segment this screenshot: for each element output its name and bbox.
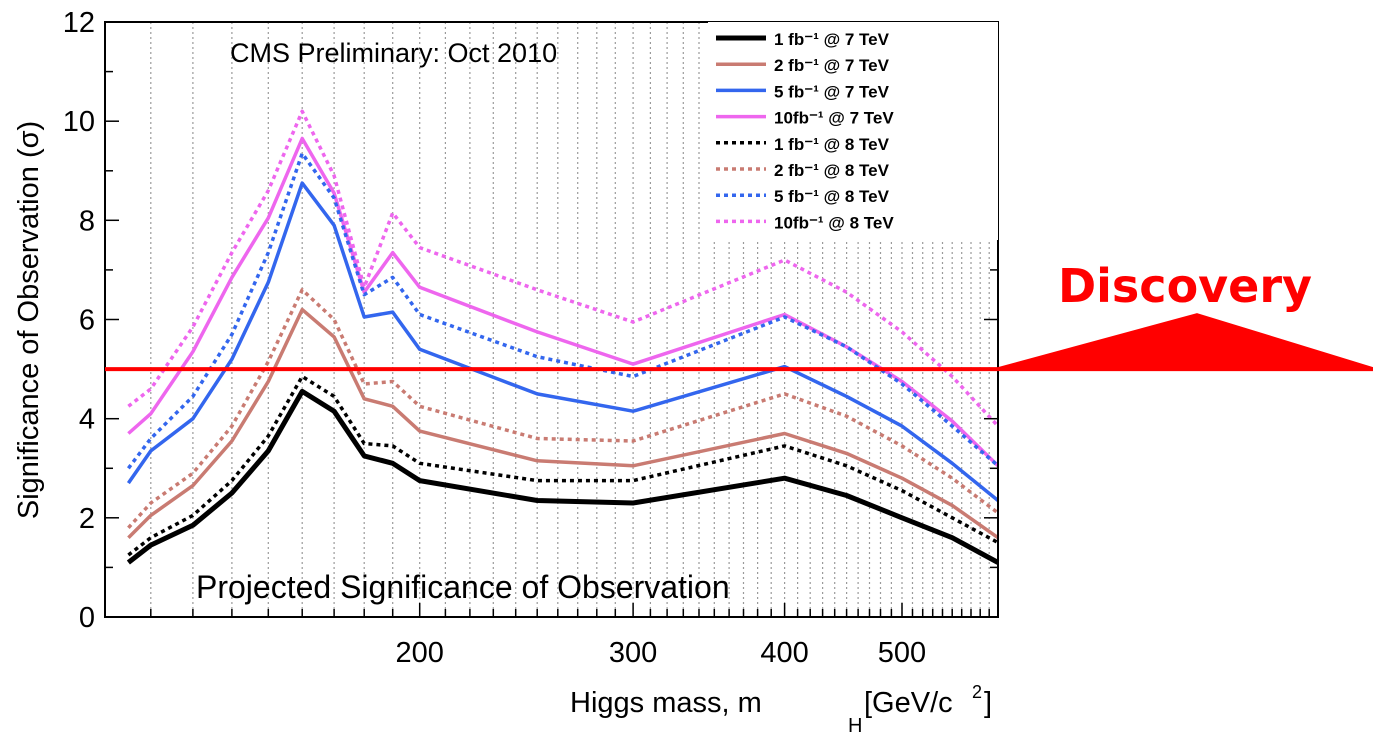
series-lines [126,109,1000,565]
legend-label: 5 fb⁻¹ @ 7 TeV [774,82,890,101]
x-tick-label: 400 [760,637,808,669]
y-tick-label: 12 [63,7,95,39]
legend: 1 fb⁻¹ @ 7 TeV 2 fb⁻¹ @ 7 TeV 5 fb⁻¹ @ 7 T… [708,22,998,240]
series-line-1 [126,388,1000,565]
axis-tick-labels: 200 300 400 500 0 2 4 6 8 10 12 [63,7,926,669]
discovery-label: Discovery [1058,259,1312,313]
legend-label: 1 fb⁻¹ @ 8 TeV [774,135,890,154]
x-axis-label-subscript: H [848,715,862,737]
x-tick-label: 200 [396,637,444,669]
legend-box [708,22,998,240]
legend-label: 2 fb⁻¹ @ 8 TeV [774,161,890,180]
series-line-2 [127,307,1000,540]
legend-label: 10fb⁻¹ @ 8 TeV [774,213,894,232]
y-axis-label: Significance of Observation (σ) [13,121,45,519]
y-tick-label: 0 [79,602,95,634]
x-tick-label: 500 [878,637,926,669]
discovery-annotation: Discovery [105,259,1373,372]
series-line-8 [127,109,1000,428]
discovery-arrow-shape [998,313,1373,371]
x-axis-label-unit: [GeV/c [864,687,953,719]
y-tick-label: 2 [79,503,95,535]
x-axis-label-unit-end: ] [984,687,992,719]
series-line-6 [127,288,1000,529]
x-axis-label: Higgs mass, m H [GeV/c 2 ] [570,682,992,737]
series-line-3 [126,181,1000,502]
chart-subtitle: Projected Significance of Observation [196,569,730,605]
legend-label: 10fb⁻¹ @ 7 TeV [774,109,894,128]
series-line-5 [127,374,999,557]
legend-label: 1 fb⁻¹ @ 7 TeV [774,30,890,49]
y-tick-label: 10 [63,106,95,138]
legend-label: 2 fb⁻¹ @ 7 TeV [774,56,890,75]
series-line-7 [127,151,1000,470]
x-axis-label-main: Higgs mass, m [570,687,762,719]
y-tick-label: 8 [79,205,95,237]
legend-label: 5 fb⁻¹ @ 8 TeV [774,187,890,206]
x-axis-label-unit-superscript: 2 [972,682,982,702]
y-tick-label: 4 [79,404,95,436]
chart-title: CMS Preliminary: Oct 2010 [230,38,557,68]
x-tick-label: 300 [609,637,657,669]
y-tick-label: 6 [79,305,95,337]
